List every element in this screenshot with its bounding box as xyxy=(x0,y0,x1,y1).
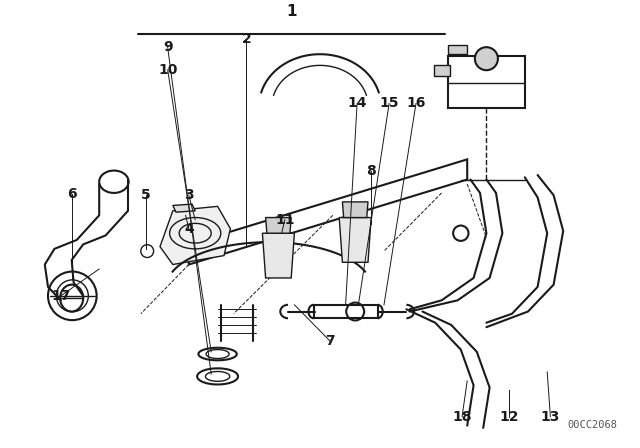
Polygon shape xyxy=(434,65,450,76)
Polygon shape xyxy=(189,159,467,264)
Text: 2: 2 xyxy=(241,31,252,46)
Polygon shape xyxy=(448,45,467,54)
Polygon shape xyxy=(339,218,371,262)
Text: 15: 15 xyxy=(380,96,399,111)
Text: 11: 11 xyxy=(275,213,294,227)
Circle shape xyxy=(475,47,498,70)
Polygon shape xyxy=(266,218,291,233)
Text: 16: 16 xyxy=(406,96,426,111)
Polygon shape xyxy=(173,204,195,212)
Text: 4: 4 xyxy=(184,222,194,236)
Text: 10: 10 xyxy=(158,63,177,77)
Text: 18: 18 xyxy=(452,409,472,424)
Text: 00CC2068: 00CC2068 xyxy=(568,420,618,430)
Text: 14: 14 xyxy=(348,96,367,111)
Text: 3: 3 xyxy=(184,188,194,202)
Text: 12: 12 xyxy=(499,409,518,424)
Polygon shape xyxy=(314,305,378,318)
Text: 5: 5 xyxy=(141,188,151,202)
Polygon shape xyxy=(342,202,368,218)
Text: 8: 8 xyxy=(366,164,376,177)
Text: 13: 13 xyxy=(541,409,560,424)
Polygon shape xyxy=(262,233,294,278)
Text: 7: 7 xyxy=(324,334,335,348)
Text: 9: 9 xyxy=(163,40,173,55)
Polygon shape xyxy=(160,207,230,264)
Text: 17: 17 xyxy=(51,289,70,303)
Text: 1: 1 xyxy=(286,4,296,19)
Polygon shape xyxy=(448,56,525,108)
Text: 6: 6 xyxy=(67,187,77,201)
